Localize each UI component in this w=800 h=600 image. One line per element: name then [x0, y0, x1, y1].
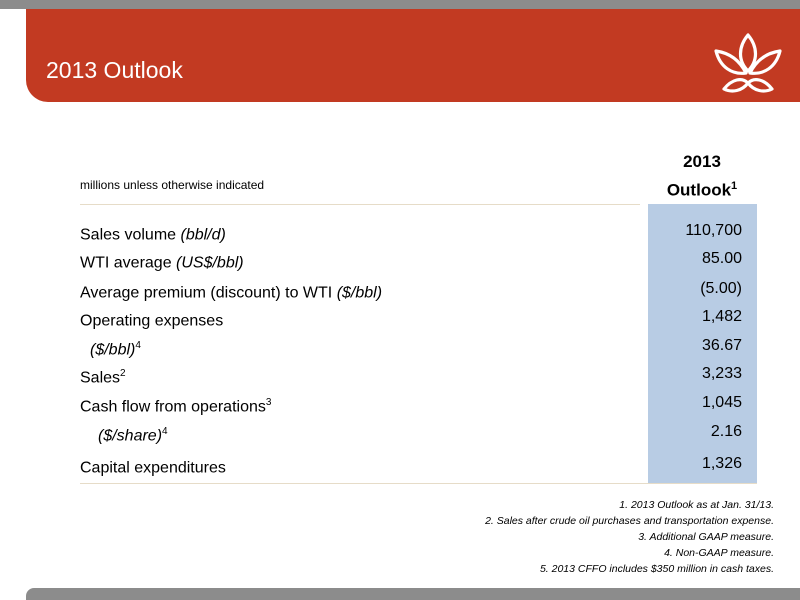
row-value: 1,045 [701, 394, 742, 411]
table-row: Capital expenditures 1,326 [80, 451, 742, 477]
footnote: 1. 2013 Outlook as at Jan. 31/13. [619, 499, 774, 511]
table-bottom-divider [80, 483, 757, 484]
table-row: Average premium (discount) to WTI ($/bbl… [80, 276, 742, 302]
column-header-label: Outlook1 [666, 180, 738, 200]
row-value: 1,326 [701, 455, 742, 472]
footnote: 4. Non-GAAP measure. [664, 547, 774, 559]
row-label: Sales2 [80, 368, 126, 387]
slide-title: 2013 Outlook [46, 57, 183, 83]
footnote: 5. 2013 CFFO includes $350 million in ca… [539, 563, 774, 575]
header-divider [80, 204, 640, 205]
row-label: Capital expenditures [80, 459, 226, 477]
table-row: ($/share)4 2.16 [80, 419, 742, 445]
table-row: Sales2 3,233 [80, 361, 742, 387]
row-label: WTI average (US$/bbl) [80, 254, 244, 272]
row-value: 2.16 [710, 423, 742, 440]
row-label: Cash flow from operations3 [80, 397, 272, 416]
row-value: 3,233 [701, 365, 742, 382]
row-label: Sales volume (bbl/d) [80, 226, 226, 244]
row-label: Average premium (discount) to WTI ($/bbl… [80, 284, 383, 302]
table-row: ($/bbl)4 36.67 [80, 333, 742, 359]
row-value: 36.67 [701, 337, 742, 354]
row-value: 110,700 [685, 222, 742, 239]
footnote: 2. Sales after crude oil purchases and t… [485, 515, 774, 527]
outlook-column-background [648, 204, 757, 483]
table-row: WTI average (US$/bbl) 85.00 [80, 246, 742, 272]
column-header-footnote-ref: 1 [731, 180, 738, 192]
row-label: Operating expenses [80, 312, 224, 330]
lotus-logo-icon [714, 33, 782, 93]
row-label: ($/share)4 [98, 426, 168, 445]
table-row: Cash flow from operations3 1,045 [80, 390, 742, 416]
row-value: 1,482 [701, 308, 742, 325]
row-value: 85.00 [701, 250, 742, 267]
top-grey-bar [0, 0, 800, 9]
column-header-year: 2013 [683, 152, 721, 171]
table-row: Operating expenses 1,482 [80, 304, 742, 330]
row-label: ($/bbl)4 [90, 340, 141, 359]
footnotes: 1. 2013 Outlook as at Jan. 31/13. 2. Sal… [485, 497, 774, 577]
title-band: 2013 Outlook [26, 9, 800, 102]
column-header-outlook: 2013 Outlook1 [640, 150, 764, 203]
footnote: 3. Additional GAAP measure. [638, 531, 774, 543]
table-row: Sales volume (bbl/d) 110,700 [80, 218, 742, 244]
bottom-grey-bar [26, 588, 800, 600]
row-value: (5.00) [700, 280, 742, 297]
units-note: millions unless otherwise indicated [80, 178, 265, 192]
